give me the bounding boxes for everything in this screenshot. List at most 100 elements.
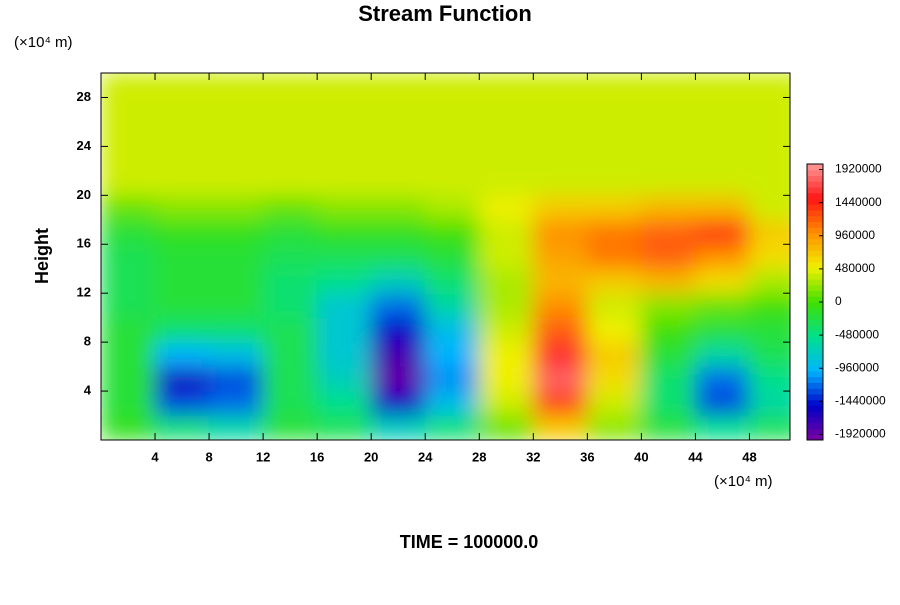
field-cell	[370, 194, 426, 221]
field-cell	[424, 415, 480, 440]
field-cell	[478, 121, 534, 147]
field-cell	[101, 219, 156, 245]
field-cell	[154, 243, 210, 270]
field-cell	[101, 292, 156, 319]
field-cell	[208, 170, 264, 196]
field-cell	[640, 268, 696, 294]
colorbar-band	[807, 290, 823, 297]
colorbar-band	[807, 198, 823, 205]
field-cell	[640, 96, 696, 123]
field-cell	[748, 121, 790, 147]
field-cell	[424, 390, 480, 417]
colorbar-band	[807, 215, 823, 222]
field-cell	[262, 73, 318, 98]
field-cell	[101, 121, 156, 147]
field-cell	[262, 145, 318, 172]
chart-title: Stream Function	[358, 1, 532, 26]
field-cell	[370, 366, 426, 392]
field-cell	[478, 73, 534, 98]
field-cell	[694, 219, 750, 245]
field-cell	[424, 317, 480, 343]
field-cell	[532, 341, 588, 368]
field-cell	[262, 121, 318, 147]
field-cell	[640, 121, 696, 147]
colorbar-tick-label: -1920000	[835, 427, 886, 441]
field-cell	[154, 121, 210, 147]
colorbar-tick-label: 480000	[835, 261, 875, 275]
field-cell	[154, 73, 210, 98]
field-cell	[424, 145, 480, 172]
colorbar-band	[807, 313, 823, 320]
field-cell	[586, 341, 642, 368]
field-cell	[586, 170, 642, 196]
field-cell	[532, 317, 588, 343]
field-cell	[316, 194, 372, 221]
field-cell	[316, 73, 372, 98]
colorbar-band	[807, 376, 823, 383]
field-cell	[208, 73, 264, 98]
field-cell	[262, 292, 318, 319]
field-cell	[640, 390, 696, 417]
field-cell	[316, 219, 372, 245]
field-cell	[370, 292, 426, 319]
colorbar-band	[807, 244, 823, 251]
field-cell	[208, 292, 264, 319]
colorbar-band	[807, 175, 823, 182]
field-cell	[208, 317, 264, 343]
plot-frame	[100, 72, 791, 441]
field-cell	[316, 366, 372, 392]
field-cell	[208, 219, 264, 245]
field-cell	[640, 170, 696, 196]
field-cell	[640, 194, 696, 221]
plot-area	[101, 73, 790, 440]
field-cell	[154, 341, 210, 368]
field-cell	[316, 341, 372, 368]
field-cell	[316, 317, 372, 343]
field-cell	[478, 268, 534, 294]
field-cell	[694, 243, 750, 270]
field-cell	[208, 415, 264, 440]
field-cell	[694, 366, 750, 392]
y-tick-label: 4	[84, 383, 92, 398]
field-cell	[532, 243, 588, 270]
field-cell	[316, 145, 372, 172]
field-cell	[532, 219, 588, 245]
field-cell	[586, 366, 642, 392]
field-cell	[262, 170, 318, 196]
axes: 4 8 12 16 20 24 28 32 36 40 44 48481216202428-19200…	[77, 73, 886, 464]
field-cell	[694, 170, 750, 196]
field-cell	[370, 121, 426, 147]
field-cell	[101, 390, 156, 417]
field-cell	[424, 341, 480, 368]
field-cell	[478, 341, 534, 368]
colorbar-tick-label: 1920000	[835, 162, 882, 176]
field-cell	[748, 194, 790, 221]
colorbar-band	[807, 250, 823, 257]
x-tick-label: 32	[526, 449, 540, 464]
field-cell	[748, 73, 790, 98]
field-cell	[640, 415, 696, 440]
field-cell	[370, 317, 426, 343]
colorbar-band	[807, 261, 823, 268]
field-cell	[101, 341, 156, 368]
x-tick-label: 36	[580, 449, 594, 464]
field-cell	[208, 145, 264, 172]
field-cell	[586, 268, 642, 294]
field-cell	[478, 292, 534, 319]
field-cell	[640, 145, 696, 172]
colorbar-band	[807, 394, 823, 401]
field-cell	[640, 341, 696, 368]
field-cell	[748, 243, 790, 270]
y-tick-label: 20	[77, 187, 91, 202]
field-cell	[370, 219, 426, 245]
field-cell	[424, 268, 480, 294]
field-cell	[262, 268, 318, 294]
field-cell	[424, 366, 480, 392]
y-unit: (×10⁴ m)	[14, 34, 73, 51]
x-tick-label: 40	[634, 449, 648, 464]
field-cell	[101, 194, 156, 221]
field-cell	[101, 243, 156, 270]
field-cell	[694, 145, 750, 172]
colorbar-band	[807, 307, 823, 314]
